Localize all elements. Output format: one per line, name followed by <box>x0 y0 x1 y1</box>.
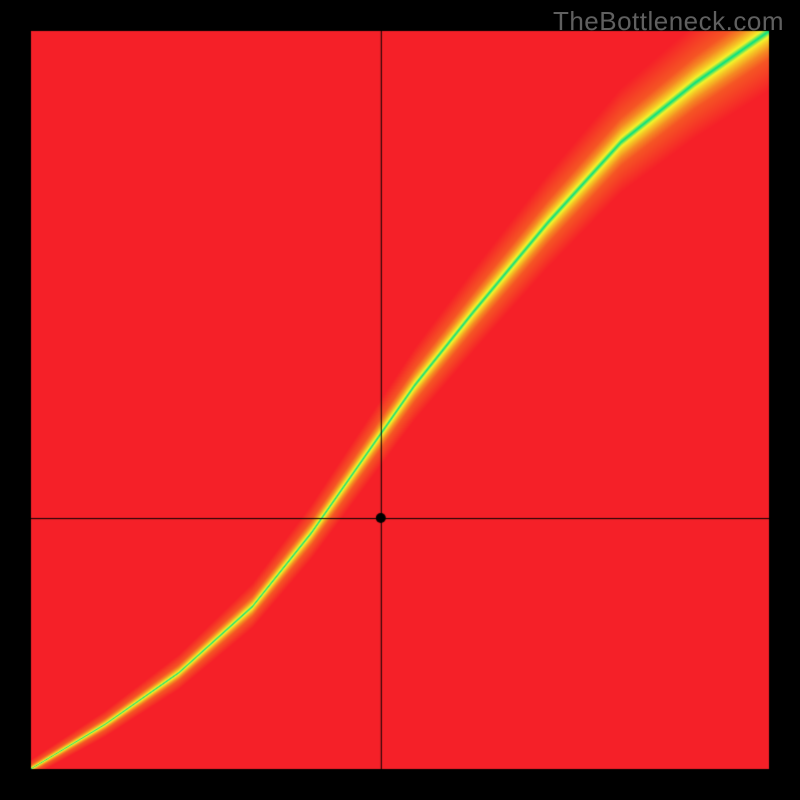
watermark-text: TheBottleneck.com <box>553 6 784 37</box>
bottleneck-heatmap <box>0 0 800 800</box>
chart-container: { "watermark": "TheBottleneck.com", "cha… <box>0 0 800 800</box>
